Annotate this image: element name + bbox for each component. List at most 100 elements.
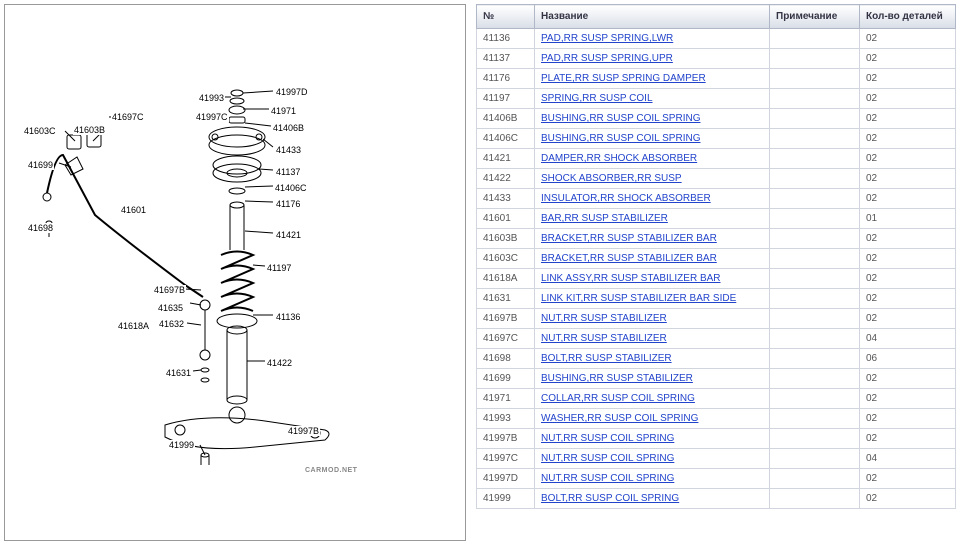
cell-qty: 04 (860, 449, 956, 469)
part-link[interactable]: NUT,RR SUSP COIL SPRING (541, 433, 674, 444)
cell-note (770, 329, 860, 349)
cell-part-number: 41971 (477, 389, 535, 409)
part-link[interactable]: NUT,RR SUSP COIL SPRING (541, 453, 674, 464)
cell-qty: 02 (860, 429, 956, 449)
cell-part-name: COLLAR,RR SUSP COIL SPRING (535, 389, 770, 409)
header-qty: Кол-во деталей (860, 5, 956, 29)
table-row: 41136PAD,RR SUSP SPRING,LWR02 (477, 29, 956, 49)
cell-note (770, 469, 860, 489)
diagram-callout: 41603B (73, 125, 106, 135)
part-link[interactable]: PAD,RR SUSP SPRING,UPR (541, 53, 673, 64)
diagram-callout: 41176 (275, 199, 301, 209)
cell-part-name: LINK ASSY,RR SUSP STABILIZER BAR (535, 269, 770, 289)
cell-part-number: 41697B (477, 309, 535, 329)
part-link[interactable]: BAR,RR SUSP STABILIZER (541, 213, 668, 224)
cell-note (770, 449, 860, 469)
part-link[interactable]: LINK KIT,RR SUSP STABILIZER BAR SIDE (541, 293, 736, 304)
diagram-callout: 41197 (266, 263, 292, 273)
cell-qty: 02 (860, 229, 956, 249)
header-name: Название (535, 5, 770, 29)
cell-note (770, 349, 860, 369)
diagram-callout: 41137 (275, 167, 301, 177)
cell-qty: 02 (860, 309, 956, 329)
cell-part-number: 41421 (477, 149, 535, 169)
cell-part-number: 41699 (477, 369, 535, 389)
table-row: 41631 LINK KIT,RR SUSP STABILIZER BAR SID… (477, 289, 956, 309)
part-link[interactable]: BUSHING,RR SUSP COIL SPRING (541, 133, 700, 144)
cell-note (770, 269, 860, 289)
cell-qty: 02 (860, 189, 956, 209)
part-link[interactable]: LINK ASSY,RR SUSP STABILIZER BAR (541, 273, 721, 284)
cell-note (770, 129, 860, 149)
cell-qty: 02 (860, 369, 956, 389)
cell-qty: 02 (860, 269, 956, 289)
part-link[interactable]: BRACKET,RR SUSP STABILIZER BAR (541, 253, 717, 264)
cell-qty: 02 (860, 409, 956, 429)
cell-part-name: NUT,RR SUSP STABILIZER (535, 329, 770, 349)
diagram-callout: 41406C (274, 183, 308, 193)
cell-part-number: 41603B (477, 229, 535, 249)
part-link[interactable]: NUT,RR SUSP COIL SPRING (541, 473, 674, 484)
part-link[interactable]: BUSHING,RR SUSP COIL SPRING (541, 113, 700, 124)
table-row: 41993 WASHER,RR SUSP COIL SPRING 02 (477, 409, 956, 429)
cell-note (770, 289, 860, 309)
diagram-callout: 41999 (168, 440, 195, 450)
cell-note (770, 429, 860, 449)
cell-part-number: 41406B (477, 109, 535, 129)
part-link[interactable]: PAD,RR SUSP SPRING,LWR (541, 33, 673, 44)
table-row: 41603B BRACKET,RR SUSP STABILIZER BAR 02 (477, 229, 956, 249)
part-link[interactable]: SHOCK ABSORBER,RR SUSP (541, 173, 682, 184)
cell-qty: 02 (860, 149, 956, 169)
cell-note (770, 29, 860, 49)
part-link[interactable]: BOLT,RR SUSP COIL SPRING (541, 493, 679, 504)
cell-note (770, 309, 860, 329)
header-note: Примечание (770, 5, 860, 29)
cell-part-number: 41993 (477, 409, 535, 429)
cell-qty: 01 (860, 209, 956, 229)
diagram-callout: 41601 (120, 205, 147, 215)
cell-part-name: BOLT,RR SUSP STABILIZER (535, 349, 770, 369)
table-header-row: № Название Примечание Кол-во деталей (477, 5, 956, 29)
cell-qty: 02 (860, 389, 956, 409)
table-row: 41697B NUT,RR SUSP STABILIZER 02 (477, 309, 956, 329)
table-row: 41997BNUT,RR SUSP COIL SPRING02 (477, 429, 956, 449)
cell-note (770, 489, 860, 509)
cell-part-name: DAMPER,RR SHOCK ABSORBER (535, 149, 770, 169)
cell-part-number: 41997D (477, 469, 535, 489)
cell-part-name: LINK KIT,RR SUSP STABILIZER BAR SIDE (535, 289, 770, 309)
diagram-callout: 41433 (275, 145, 302, 155)
part-link[interactable]: BUSHING,RR SUSP STABILIZER (541, 373, 693, 384)
cell-part-name: PAD,RR SUSP SPRING,LWR (535, 29, 770, 49)
part-link[interactable]: BOLT,RR SUSP STABILIZER (541, 353, 672, 364)
table-row: 41176PLATE,RR SUSP SPRING DAMPER02 (477, 69, 956, 89)
cell-note (770, 369, 860, 389)
diagram-callout: 41997B (287, 426, 320, 436)
cell-part-name: BRACKET,RR SUSP STABILIZER BAR (535, 229, 770, 249)
part-link[interactable]: SPRING,RR SUSP COIL (541, 93, 653, 104)
table-row: 41697CNUT,RR SUSP STABILIZER04 (477, 329, 956, 349)
part-link[interactable]: NUT,RR SUSP STABILIZER (541, 313, 667, 324)
part-link[interactable]: NUT,RR SUSP STABILIZER (541, 333, 667, 344)
cell-part-name: NUT,RR SUSP STABILIZER (535, 309, 770, 329)
cell-qty: 02 (860, 469, 956, 489)
cell-note (770, 49, 860, 69)
part-link[interactable]: PLATE,RR SUSP SPRING DAMPER (541, 73, 706, 84)
part-link[interactable]: INSULATOR,RR SHOCK ABSORBER (541, 193, 711, 204)
part-link[interactable]: WASHER,RR SUSP COIL SPRING (541, 413, 698, 424)
cell-part-number: 41697C (477, 329, 535, 349)
part-link[interactable]: DAMPER,RR SHOCK ABSORBER (541, 153, 697, 164)
table-row: 41603CBRACKET,RR SUSP STABILIZER BAR02 (477, 249, 956, 269)
cell-note (770, 249, 860, 269)
part-link[interactable]: COLLAR,RR SUSP COIL SPRING (541, 393, 695, 404)
diagram-watermark: CARMOD.NET (305, 467, 357, 474)
part-link[interactable]: BRACKET,RR SUSP STABILIZER BAR (541, 233, 717, 244)
cell-qty: 02 (860, 69, 956, 89)
cell-part-number: 41197 (477, 89, 535, 109)
cell-part-name: SHOCK ABSORBER,RR SUSP (535, 169, 770, 189)
cell-part-number: 41631 (477, 289, 535, 309)
diagram-callout: 41136 (275, 312, 301, 322)
table-row: 41601BAR,RR SUSP STABILIZER01 (477, 209, 956, 229)
diagram-callout: 41603C (23, 126, 57, 136)
cell-qty: 02 (860, 29, 956, 49)
table-row: 41999BOLT,RR SUSP COIL SPRING02 (477, 489, 956, 509)
